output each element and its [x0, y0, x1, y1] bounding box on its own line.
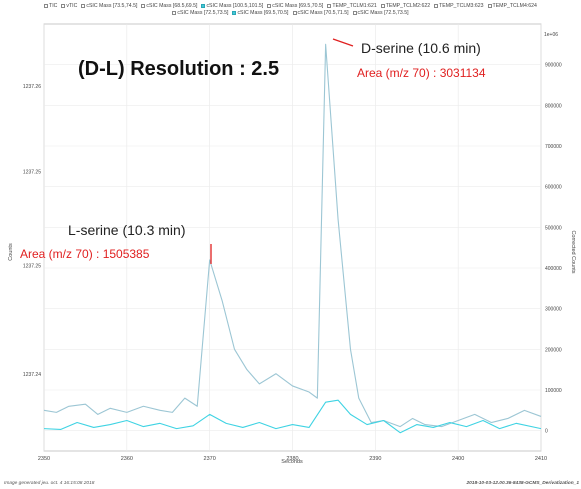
legend-checkbox[interactable]: [380, 3, 385, 8]
legend-item[interactable]: cSIC Mass [68.5,69.5]: [141, 3, 197, 10]
y-right-tick-label: 800000: [545, 103, 562, 109]
legend-checkbox[interactable]: [81, 3, 86, 8]
legend-label: cSIC Mass [100.5,101.5]: [206, 3, 264, 9]
y-right-tick-label: 700000: [545, 144, 562, 150]
legend-checkbox[interactable]: [201, 3, 206, 8]
d-serine-area: Area (m/z 70) : 3031134: [357, 66, 486, 80]
y-right-tick-label: 100000: [545, 388, 562, 394]
legend-checkbox[interactable]: [352, 10, 357, 15]
l-serine-area: Area (m/z 70) : 1505385: [20, 247, 150, 261]
x-tick-label: 2350: [38, 456, 50, 462]
legend-label: TEMP_TCLM3:623: [439, 3, 484, 9]
legend-item[interactable]: cSIC Mass [73.5,74.5]: [81, 3, 137, 10]
x-axis-ticks: 2350 2360 2370 2380 2390 2400 2410: [38, 456, 547, 462]
y-right-tick-label: 400000: [545, 266, 562, 272]
legend-label: TEMP_TCLM2:622: [385, 3, 431, 9]
y-right-tick-label: 300000: [545, 307, 562, 313]
legend-checkbox[interactable]: [172, 10, 177, 15]
legend-label: cSIC Mass [72.5,73.5]: [177, 10, 229, 16]
legend-checkbox[interactable]: [292, 10, 297, 15]
series-line-1: [43, 43, 542, 428]
y-right-axis-label: Corrected Counts: [570, 230, 576, 273]
legend-label: TEMP_TCLM4:624: [492, 3, 537, 9]
y-left-axis-label: Counts: [8, 243, 14, 261]
footer-generated-date: Image generated jeu. oct. 4 16:15:08 201…: [4, 481, 95, 486]
x-tick-label: 2370: [204, 456, 216, 462]
legend-checkbox[interactable]: [44, 3, 49, 8]
legend-checkbox[interactable]: [434, 3, 439, 8]
l-serine-label: L-serine (10.3 min): [68, 222, 186, 238]
legend-label: TIC: [49, 3, 58, 9]
legend-label: cSIC Mass [68.5,69.5]: [146, 3, 198, 9]
y-left-tick-label: 1237.25: [23, 169, 41, 175]
legend-checkbox[interactable]: [232, 10, 237, 15]
legend-item[interactable]: TEMP_TCLM4:624: [487, 3, 537, 10]
y-left-tick-label: 1237.24: [23, 372, 41, 378]
legend-item[interactable]: TEMP_TCLM3:623: [434, 3, 484, 10]
legend-item[interactable]: TEMP_TCLM1:621: [327, 3, 377, 10]
legend-checkbox[interactable]: [61, 3, 66, 8]
legend-checkbox[interactable]: [141, 3, 146, 8]
legend-label: TEMP_TCLM1:621: [332, 3, 377, 9]
legend-item[interactable]: TIC: [44, 3, 57, 10]
y-right-tick-label: 900000: [545, 63, 562, 69]
legend-checkbox[interactable]: [327, 3, 332, 8]
legend-item[interactable]: cSIC Mass [69.5,70.5]: [267, 3, 323, 10]
legend-item[interactable]: cSIC Mass [70.5,71.5]: [292, 10, 349, 17]
legend: TIC vTIC cSIC Mass [73.5,74.5] cSIC Mass [6…: [0, 3, 581, 17]
series-line-2: [43, 399, 542, 434]
series-lines: [43, 43, 542, 434]
y-left-axis-ticks: 1237.24 1237.25 1237.25 1237.26: [23, 84, 41, 378]
x-tick-label: 2380: [286, 456, 298, 462]
x-tick-label: 2400: [452, 456, 464, 462]
legend-row-1: TIC vTIC cSIC Mass [73.5,74.5] cSIC Mass [6…: [0, 3, 581, 10]
legend-label: vTIC: [66, 3, 78, 9]
legend-item[interactable]: cSIC Mass [72.5,73.5]: [352, 10, 409, 17]
legend-label: cSIC Mass [73.5,74.5]: [86, 3, 138, 9]
legend-checkbox[interactable]: [267, 3, 272, 8]
legend-label: cSIC Mass [69.5,70.5]: [237, 10, 289, 16]
footer-filename: 2018-10-03-12.00.36-8438-GCMS_Derivatiza…: [466, 481, 579, 486]
x-tick-label: 2360: [121, 456, 133, 462]
legend-item[interactable]: TEMP_TCLM2:622: [380, 3, 431, 10]
legend-label: cSIC Mass [69.5,70.5]: [272, 3, 324, 9]
x-tick-label: 2390: [369, 456, 381, 462]
legend-checkbox[interactable]: [487, 3, 492, 8]
y-right-tick-label: 600000: [545, 185, 562, 191]
chart-title: (D-L) Resolution : 2.5: [78, 58, 279, 80]
x-tick-label: 2410: [535, 456, 547, 462]
y-right-tick-label: 200000: [545, 347, 562, 353]
d-serine-label: D-serine (10.6 min): [361, 40, 481, 56]
legend-item[interactable]: vTIC: [61, 3, 77, 10]
y-left-tick-label: 1237.26: [23, 84, 41, 90]
legend-item[interactable]: cSIC Mass [69.5,70.5]: [232, 10, 289, 17]
y-left-tick-label: 1237.25: [23, 263, 41, 269]
y-right-multiplier: 1e+06: [544, 32, 558, 38]
legend-label: cSIC Mass [72.5,73.5]: [357, 10, 409, 16]
d-serine-pointer: [332, 38, 354, 47]
x-axis-label: Seconds: [281, 459, 303, 465]
legend-item[interactable]: cSIC Mass [72.5,73.5]: [172, 10, 228, 17]
y-right-axis-ticks: 900000 800000 700000 600000 500000 400000 3000…: [545, 63, 562, 435]
legend-row-2: cSIC Mass [72.5,73.5] cSIC Mass [69.5,70.…: [0, 10, 581, 17]
legend-label: cSIC Mass [70.5,71.5]: [297, 10, 349, 16]
grid-lines: [43, 24, 542, 451]
y-right-tick-label: 500000: [545, 225, 562, 231]
legend-item[interactable]: cSIC Mass [100.5,101.5]: [201, 3, 263, 10]
y-right-tick-label: 0: [545, 429, 548, 435]
